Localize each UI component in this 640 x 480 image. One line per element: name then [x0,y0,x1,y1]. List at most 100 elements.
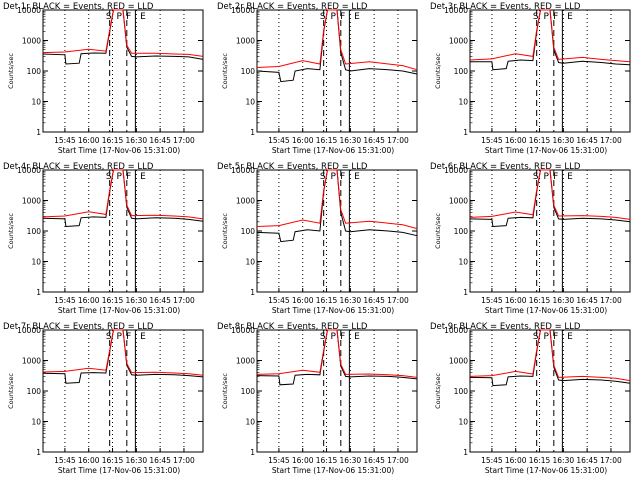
y-axis-label: Counts/sec [7,213,15,249]
y-axis-label: Counts/sec [221,373,229,409]
marker-letter-p: P [116,332,122,342]
y-tick-label: 1 [36,288,41,297]
x-tick-label: 15:45 [268,456,290,465]
y-tick-label: 100 [27,67,42,76]
panel-title: Det 7r BLACK = Events, RED = LLD [3,322,154,332]
detector-panel-1: Det 1r BLACK = Events, RED = LLD 1 10 100 10… [3,2,204,155]
x-tick-label: 16:45 [363,296,385,305]
marker-letter-s: S [533,332,539,342]
x-tick-label: 16:15 [529,296,551,305]
x-axis-label: Start Time (17-Nov-06 15:31:00) [58,306,180,315]
plot-frame [42,9,204,133]
x-tick-label: 16:30 [126,296,148,305]
marker-letter-p: P [330,172,336,182]
x-tick-label: 16:00 [505,296,527,305]
y-tick-label: 100 [241,67,256,76]
marker-letter-f: F [340,12,345,22]
y-tick-label: 1 [250,448,255,457]
plot-frame [256,9,418,133]
y-tick-label: 1000 [236,37,255,46]
marker-letter-s: S [320,172,326,182]
y-tick-label: 10000 [444,326,468,335]
x-tick-label: 17:00 [600,456,622,465]
x-tick-label: 16:15 [316,456,338,465]
y-tick-label: 10 [31,258,41,267]
events-series-line [42,329,204,384]
detector-panel-9: Det 9r BLACK = Events, RED = LLD 1 10 100 10… [430,322,631,475]
panel-title: Det 1r BLACK = Events, RED = LLD [3,2,154,12]
lld-series-line [469,169,631,220]
x-tick-label: 16:00 [78,296,100,305]
marker-letter-e: E [567,332,573,342]
x-tick-label: 15:45 [481,456,503,465]
y-tick-label: 100 [454,387,469,396]
marker-letter-p: P [116,12,122,22]
events-series-line [42,9,204,65]
marker-letter-p: P [330,12,336,22]
y-tick-label: 100 [241,387,256,396]
y-tick-label: 10000 [17,6,41,15]
marker-letter-p: P [330,332,336,342]
marker-letter-e: E [354,12,360,22]
marker-letter-p: P [543,12,549,22]
lld-series-line [469,329,631,382]
y-axis-label: Counts/sec [7,373,15,409]
detector-panel-4: Det 4r BLACK = Events, RED = LLD 1 10 100 10… [3,162,204,315]
x-tick-label: 17:00 [600,136,622,145]
marker-letter-e: E [140,12,146,22]
panel-title: Det 4r BLACK = Events, RED = LLD [3,162,154,172]
x-tick-label: 16:30 [553,296,575,305]
marker-letter-s: S [533,12,539,22]
x-tick-label: 16:15 [529,136,551,145]
x-tick-label: 16:15 [316,136,338,145]
x-tick-label: 16:30 [340,456,362,465]
marker-letter-p: P [116,172,122,182]
plot-frame [469,329,631,453]
x-tick-label: 16:15 [102,136,124,145]
x-tick-label: 16:30 [126,136,148,145]
x-tick-label: 16:00 [505,136,527,145]
x-tick-label: 16:30 [126,456,148,465]
y-tick-label: 1000 [449,197,468,206]
y-tick-label: 1 [463,128,468,137]
x-tick-label: 16:15 [316,296,338,305]
x-tick-label: 17:00 [600,296,622,305]
x-tick-label: 15:45 [54,296,76,305]
marker-letter-s: S [106,172,112,182]
lld-series-line [469,9,631,63]
y-tick-label: 10 [458,258,468,267]
detector-panel-8: Det 8r BLACK = Events, RED = LLD 1 10 100 10… [217,322,418,475]
x-tick-label: 15:45 [268,296,290,305]
y-axis-label: Counts/sec [434,213,442,249]
x-tick-label: 17:00 [173,296,195,305]
x-axis-label: Start Time (17-Nov-06 15:31:00) [272,466,394,475]
x-tick-label: 16:00 [292,136,314,145]
x-tick-label: 16:00 [78,456,100,465]
y-axis-label: Counts/sec [221,213,229,249]
x-tick-label: 17:00 [387,296,409,305]
y-tick-label: 10000 [17,326,41,335]
x-axis-label: Start Time (17-Nov-06 15:31:00) [485,306,607,315]
x-tick-label: 16:45 [363,456,385,465]
x-tick-label: 16:45 [363,136,385,145]
x-axis-label: Start Time (17-Nov-06 15:31:00) [58,146,180,155]
x-tick-label: 15:45 [481,136,503,145]
y-tick-label: 10000 [231,166,255,175]
marker-letter-e: E [354,172,360,182]
marker-letter-p: P [543,332,549,342]
lld-series-line [42,329,204,376]
events-series-line [256,169,418,243]
x-axis-label: Start Time (17-Nov-06 15:31:00) [485,146,607,155]
x-tick-label: 16:30 [553,456,575,465]
y-tick-label: 10000 [444,6,468,15]
plot-frame [469,9,631,133]
detector-panel-2: Det 2r BLACK = Events, RED = LLD 1 10 100 10… [217,2,418,155]
marker-letter-s: S [106,332,112,342]
x-tick-label: 16:15 [102,296,124,305]
plot-frame [469,169,631,293]
lld-series-line [256,9,418,71]
marker-letter-f: F [126,172,131,182]
y-tick-label: 100 [241,227,256,236]
y-tick-label: 10 [458,98,468,107]
